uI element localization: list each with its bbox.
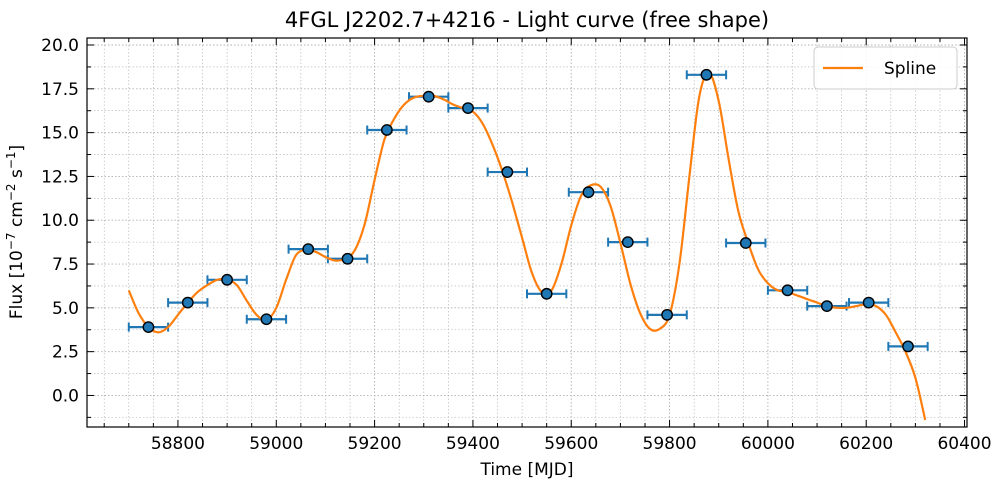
chart-title: 4FGL J2202.7+4216 - Light curve (free sh…: [285, 8, 769, 32]
x-tick-label: 60400: [937, 434, 991, 454]
plot-area: [87, 38, 967, 427]
data-points: [142, 68, 914, 353]
y-tick-label: 2.5: [52, 343, 79, 363]
data-point: [820, 300, 833, 312]
data-point: [221, 273, 234, 286]
tick-labels: 58800 59000 59200 59400 59600 59800 60000 60200…: [41, 36, 991, 454]
y-tick-label: 0.0: [52, 386, 79, 406]
data-point: [422, 90, 435, 103]
y-tick-label: 7.5: [52, 255, 79, 275]
x-tick-label: 59000: [249, 434, 303, 454]
legend-label-spline: Spline: [884, 59, 936, 79]
y-tick-label: 10.0: [41, 211, 79, 231]
data-point: [302, 243, 315, 256]
data-point: [862, 296, 875, 309]
data-point: [501, 166, 514, 178]
y-tick-label: 5.0: [52, 299, 79, 319]
x-tick-label: 59800: [643, 434, 697, 454]
data-point: [781, 284, 794, 297]
y-axis-label: Flux [10−7 cm−2 s−1]: [4, 145, 27, 319]
y-tick-label: 20.0: [41, 36, 79, 56]
y-tick-label: 12.5: [41, 167, 79, 187]
data-point: [902, 340, 914, 353]
data-point: [582, 186, 595, 199]
x-tick-label: 59200: [348, 434, 402, 454]
data-point: [181, 296, 194, 309]
data-point: [621, 236, 634, 249]
y-tick-label: 17.5: [41, 80, 79, 100]
x-axis-label: Time [MJD]: [479, 460, 573, 480]
data-point: [661, 308, 674, 321]
data-point: [341, 252, 354, 265]
data-point: [142, 321, 155, 334]
x-tick-label: 60200: [839, 434, 893, 454]
data-point: [739, 237, 752, 249]
data-point: [462, 102, 474, 114]
axis-ticks: [87, 38, 967, 427]
data-point: [700, 68, 713, 81]
legend-box: [813, 46, 958, 90]
data-point: [380, 124, 393, 136]
y-tick-label: 15.0: [41, 124, 79, 144]
legend: Spline: [813, 46, 958, 90]
data-point: [540, 287, 553, 300]
x-tick-label: 59600: [544, 434, 598, 454]
data-point: [260, 313, 273, 326]
x-tick-label: 58800: [151, 434, 205, 454]
x-tick-label: 59400: [446, 434, 500, 454]
x-tick-label: 60000: [741, 434, 795, 454]
plot-frame: [86, 37, 968, 428]
